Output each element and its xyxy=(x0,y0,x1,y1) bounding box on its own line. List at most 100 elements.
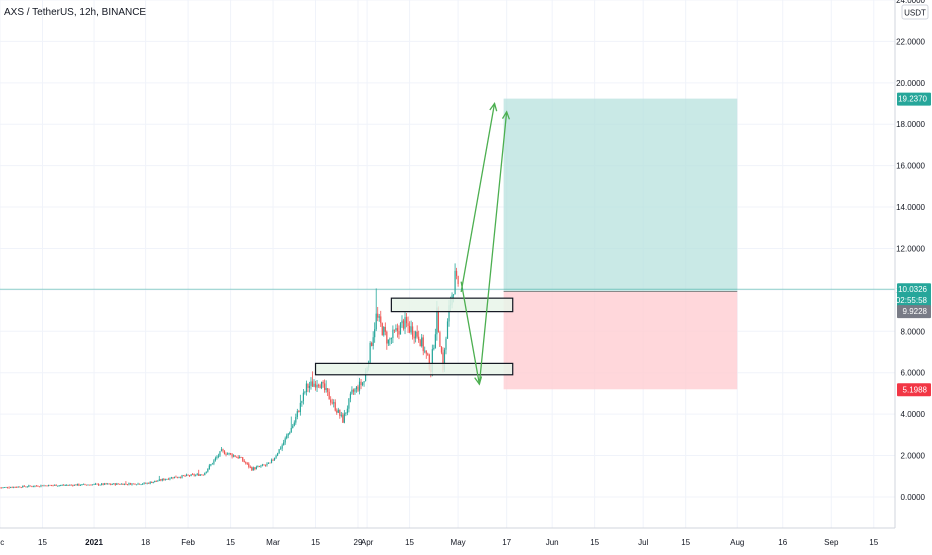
candle-body xyxy=(172,477,174,479)
candle-body xyxy=(214,458,217,461)
candle-body xyxy=(125,483,127,485)
candle-body xyxy=(402,320,405,329)
candle-body xyxy=(141,483,144,485)
candle-body xyxy=(0,487,1,489)
candle-body xyxy=(178,477,180,479)
candle-body xyxy=(443,349,446,371)
candle-body xyxy=(104,483,106,485)
current-price-badge-text: 02:55:58 xyxy=(896,296,928,305)
candle-body xyxy=(202,474,204,476)
candle-body xyxy=(72,484,74,486)
candle-body xyxy=(296,411,298,417)
candle-body xyxy=(128,483,130,485)
candle-body xyxy=(270,459,273,463)
time-tick-label: 15 xyxy=(869,538,878,547)
candle-body xyxy=(337,409,339,413)
candle-body xyxy=(170,477,173,479)
candle-body xyxy=(137,483,139,485)
candle-body xyxy=(311,381,314,387)
candle-body xyxy=(26,486,28,488)
candle-body xyxy=(281,445,283,449)
candle-body xyxy=(371,342,373,346)
candle-body xyxy=(17,486,19,488)
time-tick-label: 15 xyxy=(311,538,320,547)
candle-body xyxy=(44,485,47,487)
candle-body xyxy=(242,457,244,461)
time-tick-label: 18 xyxy=(141,538,150,547)
last-close-badge xyxy=(897,305,931,319)
candle-body xyxy=(81,484,83,486)
candle-body xyxy=(14,486,16,488)
candle-body xyxy=(43,485,45,487)
candle-body xyxy=(440,346,443,353)
candle-body xyxy=(316,384,318,388)
candle-body xyxy=(310,381,312,386)
time-tick-label: Jun xyxy=(546,538,559,547)
candle-body xyxy=(234,455,236,457)
candle-body xyxy=(305,383,308,392)
candle-body xyxy=(61,484,63,486)
candle-body xyxy=(380,316,382,324)
candle-body xyxy=(182,475,185,477)
candle-body xyxy=(375,313,377,330)
time-tick-label: Sep xyxy=(824,538,839,547)
time-tick-label: Feb xyxy=(181,538,195,547)
candle-body xyxy=(216,456,218,459)
candle-body xyxy=(352,389,355,392)
support-resistance-boxes[interactable] xyxy=(314,297,514,376)
candle-body xyxy=(13,486,15,488)
currency-badge[interactable]: USDT xyxy=(901,4,929,20)
projection-arrows[interactable] xyxy=(460,102,511,386)
arrow-head xyxy=(474,376,483,386)
candle-body xyxy=(439,332,441,347)
candle-body xyxy=(361,382,364,386)
time-tick-label: 15 xyxy=(590,538,599,547)
candle-body xyxy=(87,484,89,486)
candle-body xyxy=(407,323,409,326)
candle-body xyxy=(160,479,162,481)
price-axis[interactable]: 0.00002.00004.00006.00008.000010.000012.… xyxy=(894,0,926,528)
candle-body xyxy=(237,456,239,459)
candle-body xyxy=(99,484,101,486)
candle-body xyxy=(427,353,429,355)
candle-body xyxy=(293,422,295,426)
candle-body xyxy=(233,455,235,457)
price-tick-label: 16.0000 xyxy=(896,162,925,171)
candle-body xyxy=(381,323,383,336)
candle-body xyxy=(88,484,91,486)
current-price-badge xyxy=(897,283,931,308)
candle-body xyxy=(331,402,333,404)
candle-body xyxy=(140,484,142,486)
candle-body xyxy=(143,482,145,484)
candle-body xyxy=(49,484,51,486)
candle-body xyxy=(307,383,309,388)
candle-body xyxy=(98,483,100,486)
candle-body xyxy=(267,462,270,464)
candle-body xyxy=(157,480,159,482)
candle-body xyxy=(22,485,24,488)
time-tick-label: 2021 xyxy=(85,538,103,547)
candle-body xyxy=(223,450,226,455)
candle-body xyxy=(146,482,148,484)
time-tick-label: 16 xyxy=(778,538,787,547)
time-tick-label: Aug xyxy=(730,538,744,547)
candle-body xyxy=(210,464,212,466)
price-tick-label: 22.0000 xyxy=(896,37,925,46)
candle-body xyxy=(278,449,280,454)
candle-body xyxy=(424,350,426,352)
candle-body xyxy=(299,402,301,413)
candle-body xyxy=(395,328,397,331)
candle-body xyxy=(392,329,394,339)
candle-body xyxy=(2,487,4,489)
position-zones[interactable] xyxy=(503,98,738,390)
candle-body xyxy=(252,467,254,471)
candle-body xyxy=(436,307,438,335)
dip-then-rally-arrow xyxy=(460,111,508,385)
candle-body xyxy=(205,471,207,473)
candle-body xyxy=(185,474,188,477)
candle-body xyxy=(229,452,232,454)
candle-body xyxy=(11,487,13,489)
